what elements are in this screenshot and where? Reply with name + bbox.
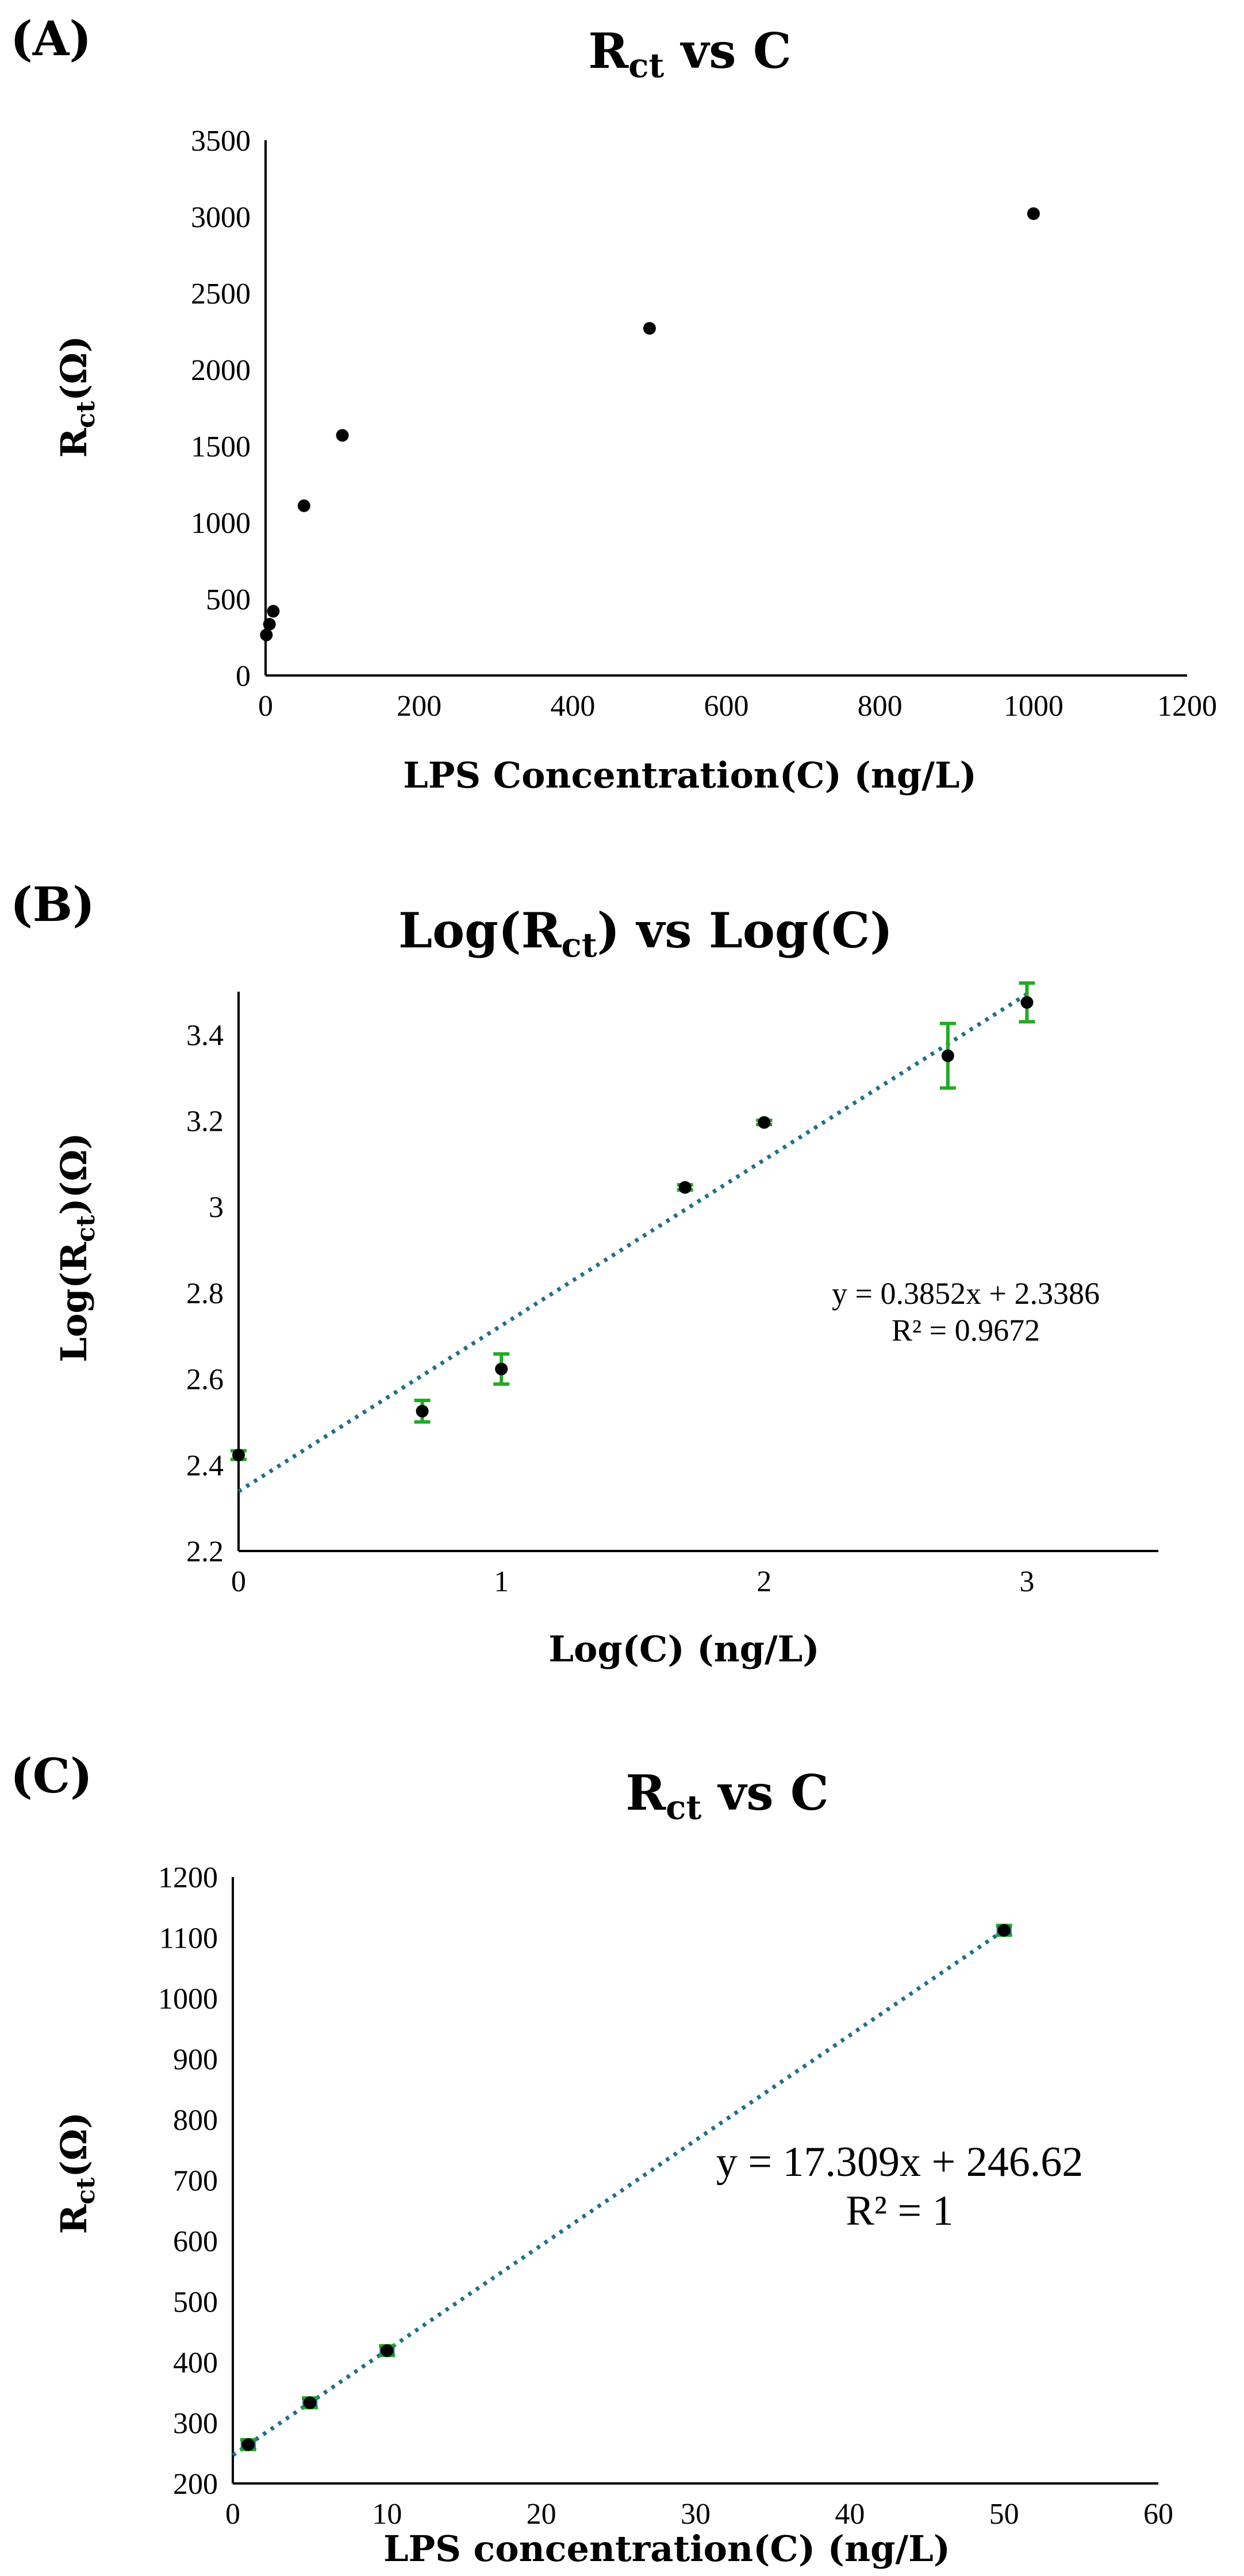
panel-c-y-tick-label: 200 [173,2468,218,2501]
panel-c-x-tick-label: 50 [989,2498,1019,2531]
panel-b-equation: y = 0.3852x + 2.3386 [832,1276,1100,1311]
panel-a-data-point [267,605,280,618]
panel-c-data-point [997,1924,1011,1937]
panel-c-x-tick-label: 10 [372,2498,402,2531]
panel-b-data-point [495,1362,508,1376]
panel-c-title: Rct vs C [625,1764,828,1827]
panel-a-y-tick-label: 500 [206,583,251,616]
panel-b-data-point [758,1116,771,1129]
panel-a-x-tick-label: 600 [704,690,749,723]
panel-a: (A) Rct vs C Rct(Ω) LPS Concentration(C)… [10,11,1217,796]
panel-c-y-tick-label: 600 [173,2225,218,2258]
panel-a-data-point [1027,207,1040,220]
panel-a-y-tick-label: 0 [236,660,251,693]
panel-b-label: (B) [10,877,95,932]
panel-a-data-point [263,617,276,631]
panel-c-y-tick-label: 400 [173,2347,218,2379]
panel-c-y-tick-label: 700 [173,2165,218,2198]
panel-b-data-point [1020,996,1034,1009]
panel-a-x-axis-title: LPS Concentration(C) (ng/L) [403,754,977,796]
panel-b-data-point [416,1404,429,1418]
panel-b-x-tick-label: 2 [757,1565,771,1598]
panel-a-y-tick-label: 2000 [191,354,251,387]
panel-a-data-point [297,499,310,512]
panel-b-data-point [232,1449,245,1462]
panel-b-x-tick-label: 3 [1019,1565,1034,1598]
panel-c-data-point [241,2438,255,2451]
panel-b-x-tick-label: 0 [231,1565,246,1598]
panel-b-y-tick-label: 2.8 [186,1277,224,1310]
panel-a-x-tick-label: 1200 [1157,690,1217,723]
panel-a-title: Rct vs C [588,22,791,85]
panel-c-x-axis-title: LPS concentration(C) (ng/L) [383,2528,950,2570]
panel-c: (C) Rct vs C Rct(Ω) LPS concentration(C)… [10,1749,1173,2570]
panel-c-y-tick-label: 800 [173,2104,218,2137]
panel-b-y-tick-label: 3 [209,1191,224,1224]
panel-b-y-tick-label: 3.2 [186,1105,224,1138]
panel-a-y-tick-label: 3000 [191,201,251,234]
panel-c-y-tick-label: 1200 [158,1861,218,1894]
panel-b-y-tick-label: 3.4 [186,1019,224,1052]
panel-b-y-axis-title: Log(Rct)(Ω) [53,1132,101,1362]
panel-c-x-tick-label: 40 [835,2498,865,2531]
panel-b-x-tick-label: 1 [494,1565,509,1598]
panel-c-y-tick-label: 500 [173,2286,218,2319]
panel-c-data-point [381,2344,394,2357]
panel-a-y-tick-label: 3500 [191,125,251,158]
panel-b: (B) Log(Rct) vs Log(C) Log(Rct)(Ω) Log(C… [10,877,1158,1670]
panel-a-x-tick-label: 0 [258,690,273,723]
panel-c-r-squared: R² = 1 [846,2187,953,2235]
panel-c-x-tick-label: 60 [1143,2498,1173,2531]
panel-c-x-tick-label: 20 [527,2498,556,2531]
panel-c-x-tick-label: 30 [681,2498,711,2531]
panel-a-x-tick-label: 1000 [1004,690,1063,723]
panel-b-y-tick-label: 2.4 [186,1449,224,1482]
panel-a-x-tick-label: 800 [858,690,903,723]
panel-b-y-tick-label: 2.6 [186,1364,224,1396]
panel-a-data-point [643,322,656,335]
panel-c-y-tick-label: 1100 [159,1922,218,1955]
panel-a-data-point [336,429,349,442]
panel-b-data-point [941,1049,954,1062]
panel-a-y-tick-label: 1000 [191,507,251,540]
panel-c-data-point [304,2396,317,2409]
panel-c-x-tick-label: 0 [225,2498,240,2531]
panel-a-data-point [260,628,273,642]
panel-a-y-tick-label: 1500 [191,431,251,463]
panel-c-y-tick-label: 1000 [158,1983,218,2016]
panel-c-label: (C) [10,1749,93,1804]
panel-a-label: (A) [10,11,91,67]
panel-c-equation: y = 17.309x + 246.62 [716,2139,1083,2186]
panel-a-x-tick-label: 200 [397,690,441,723]
panel-b-r-squared: R² = 0.9672 [892,1313,1040,1347]
panel-b-y-tick-label: 2.2 [186,1535,224,1568]
panel-c-y-tick-label: 900 [173,2044,218,2076]
panel-b-x-axis-title: Log(C) (ng/L) [548,1628,819,1670]
panel-b-data-point [678,1181,692,1194]
panel-b-trendline [237,992,1028,1494]
panel-a-x-tick-label: 400 [550,690,595,723]
panel-a-y-axis-title: Rct(Ω) [53,336,101,458]
panel-a-y-tick-label: 2500 [191,278,251,310]
panel-c-y-axis-title: Rct(Ω) [53,2112,101,2235]
panel-b-title: Log(Rct) vs Log(C) [398,902,893,965]
panel-c-y-tick-label: 300 [173,2408,218,2440]
